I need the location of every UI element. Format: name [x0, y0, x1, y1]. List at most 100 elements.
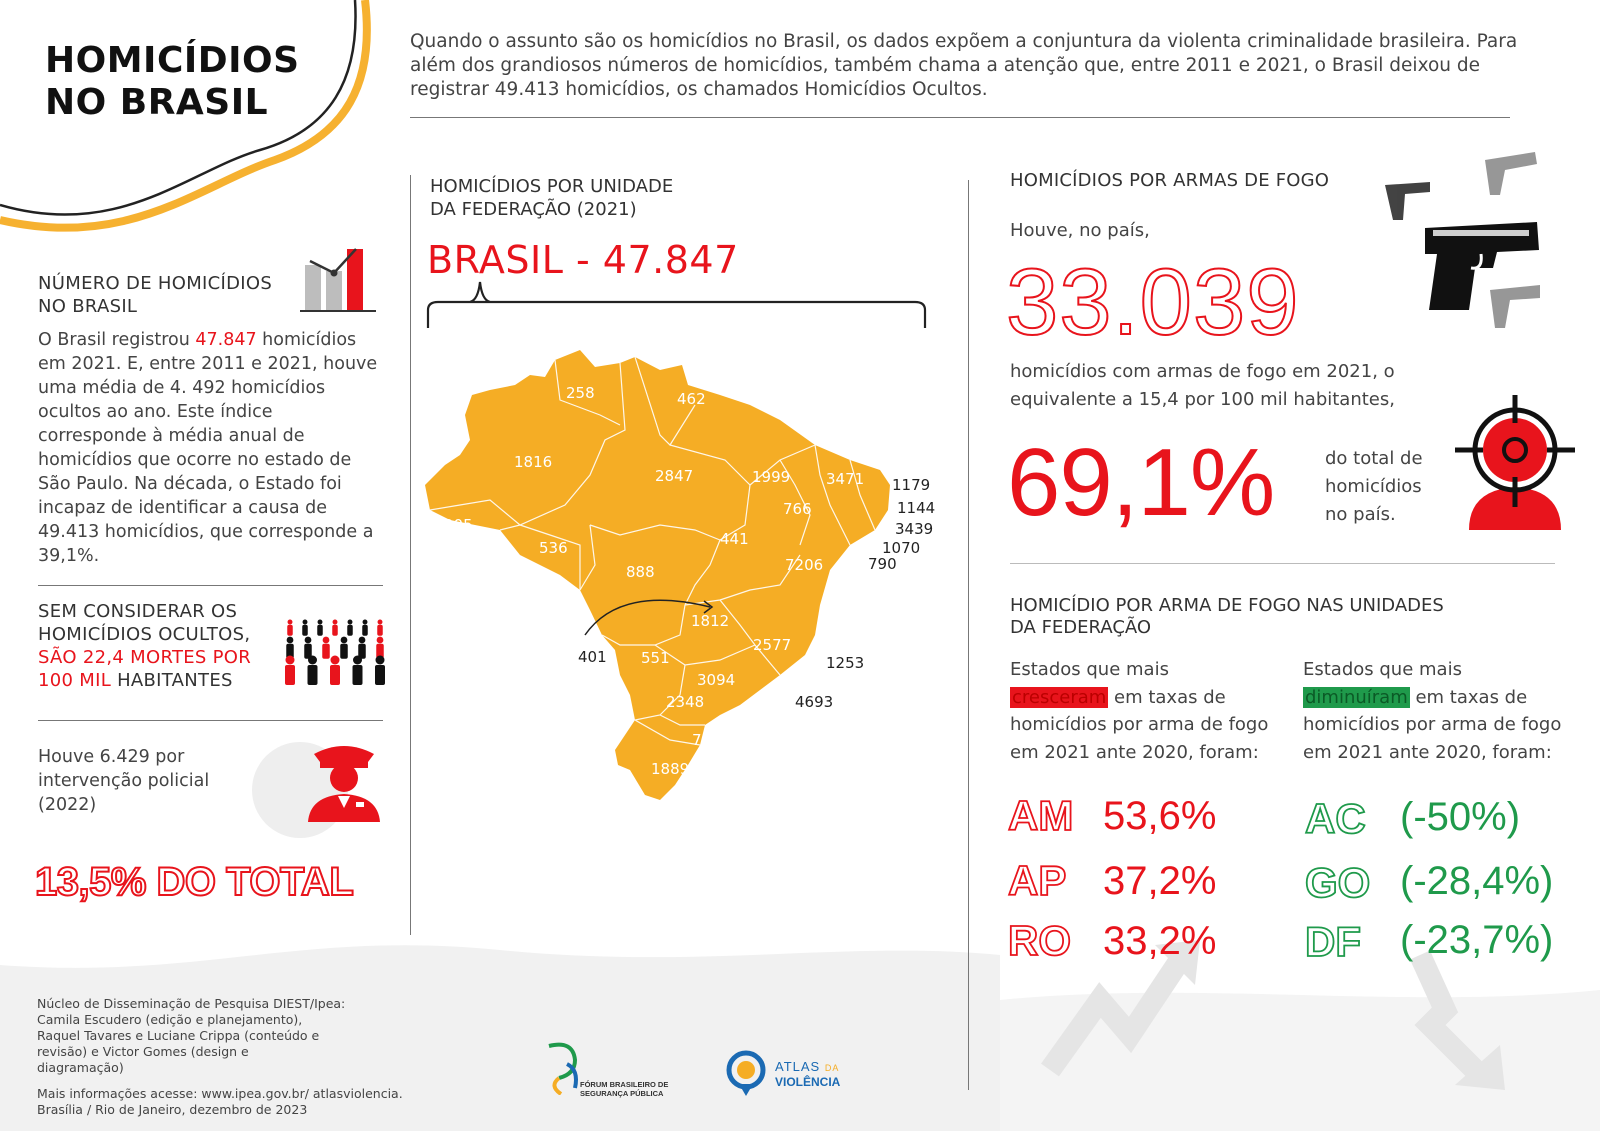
uf-firearms-title: HOMICÍDIO POR ARMA DE FOGO NAS UNIDADES … [1010, 595, 1444, 639]
decrease-value: (-23,7%) [1400, 918, 1554, 962]
person-figure [332, 619, 338, 636]
firearms-percentage-desc: do total de homicídios no país. [1325, 445, 1423, 529]
decrease-code: GO [1304, 858, 1371, 907]
person-figure [376, 636, 384, 659]
trend-up-arrow-icon [1041, 940, 1200, 1077]
person-figure [352, 655, 363, 685]
person-figure [317, 619, 323, 636]
vertical-divider-left [410, 175, 411, 935]
map-value-ro: 536 [539, 539, 568, 557]
logo-text-line: SEGURANÇA PÚBLICA [580, 1089, 664, 1098]
decrease-intro: Estados que mais diminuíram em taxas de … [1303, 656, 1573, 766]
text-part: homicídios em 2021. E, entre 2011 e 2021… [38, 330, 378, 566]
intro-rest: em taxas de homicídios por arma de fogo … [1303, 686, 1562, 763]
increase-code: AP [1007, 856, 1067, 905]
firearms-percentage: 69,1% [1007, 429, 1275, 536]
credits: Núcleo de Disseminação de Pesquisa DIEST… [37, 996, 417, 1118]
rate-line: HABITANTES [111, 670, 233, 691]
atlas-logo-mark [726, 1050, 766, 1096]
police-officer-icon [308, 746, 380, 822]
increase-code: AM [1007, 791, 1074, 840]
target-person-icon [1455, 395, 1575, 530]
map-value-rj: 4693 [795, 693, 834, 711]
more-info-link: Mais informações acesse: www.ipea.gov.br… [37, 1086, 403, 1101]
decrease-code: AC [1304, 794, 1366, 843]
person-figure [287, 619, 293, 636]
person-figure [286, 636, 294, 659]
label-line: NO BRASIL [38, 296, 138, 317]
map-value-rn: 1179 [892, 476, 931, 494]
uf-title-line: DA FEDERAÇÃO [1010, 617, 1152, 638]
person-figure [347, 619, 353, 636]
credits-line: Núcleo de Disseminação de Pesquisa DIEST… [37, 996, 346, 1011]
intro-paragraph: Quando o assunto são os homicídios no Br… [410, 31, 1518, 100]
person-figure [375, 655, 385, 685]
left-divider-2 [38, 720, 383, 721]
vertical-divider-right [968, 180, 969, 1090]
decrease-code: DF [1304, 917, 1362, 966]
person-figure [340, 636, 348, 659]
rate-line: SEM CONSIDERAR OS [38, 601, 238, 622]
firearms-total: 33.039 [1005, 248, 1300, 355]
place-date: Brasília / Rio de Janeiro, dezembro de 2… [37, 1102, 308, 1117]
increase-value: 53,6% [1103, 794, 1217, 838]
title-line-2: NO BRASIL [45, 82, 269, 123]
rate-line-red: 100 MIL [38, 670, 112, 691]
highlight-number: 47.847 [195, 330, 257, 350]
map-value-rr: 258 [566, 384, 595, 402]
atlas-da-word: DA [824, 1063, 840, 1073]
pct-desc-line: homicídios [1325, 476, 1422, 497]
map-value-ce: 3471 [826, 470, 865, 488]
page-title: HOMICÍDIOS NO BRASIL [45, 40, 300, 124]
increase-intro: Estados que mais cresceram em taxas de h… [1010, 656, 1280, 766]
decrease-value: (-28,4%) [1400, 859, 1554, 903]
section-number-text: O Brasil registrou 47.847 homicídios em … [38, 328, 378, 568]
increase-code: RO [1007, 916, 1072, 965]
decrease-value: (-50%) [1400, 795, 1521, 839]
person-figure [322, 636, 330, 659]
person-figure [377, 619, 383, 636]
uf-title-line: HOMICÍDIO POR ARMA DE FOGO NAS UNIDADES [1010, 595, 1444, 616]
map-value-mg: 2577 [753, 636, 792, 654]
map-value-al: 1070 [882, 539, 921, 557]
map-value-ms: 551 [641, 649, 670, 667]
trend-down-arrow-icon [1410, 950, 1505, 1090]
map-value-pb: 1144 [897, 499, 936, 517]
police-percentage: 13,5% DO TOTAL [34, 859, 355, 905]
handgun-icon [1385, 152, 1540, 328]
title-line-1: HOMICÍDIOS [45, 40, 300, 81]
brazil-map [425, 350, 890, 800]
map-value-sp: 3094 [697, 671, 736, 689]
map-title-line: DA FEDERAÇÃO (2021) [430, 199, 637, 220]
map-value-se: 790 [868, 555, 897, 573]
text-part: O Brasil registrou [38, 330, 196, 350]
map-value-mt: 888 [626, 563, 655, 581]
firearms-description: homicídios com armas de fogo em 2021, o … [1010, 361, 1395, 410]
map-value-rs: 1889 [651, 760, 690, 778]
left-divider-1 [38, 585, 383, 586]
section-number-label: NÚMERO DE HOMICÍDIOS NO BRASIL [38, 272, 272, 318]
person-figure [302, 619, 308, 636]
firearms-intro: Houve, no país, [1010, 220, 1150, 241]
highlight-increased: cresceram [1010, 686, 1109, 708]
forum-logo-text: FÓRUM BRASILEIRO DE SEGURANÇA PÚBLICA [580, 1080, 668, 1098]
person-figure [330, 655, 340, 685]
map-value-ba: 7206 [785, 556, 824, 574]
highlight-decreased: diminuíram [1303, 686, 1410, 708]
atlas-violencia-word: VIOLÊNCIA [775, 1075, 841, 1089]
intro-line: Estados que mais [1303, 659, 1462, 680]
map-title-line: HOMICÍDIOS POR UNIDADE [430, 176, 674, 197]
intro-line: Estados que mais [1010, 659, 1169, 680]
map-value-ap: 462 [677, 390, 706, 408]
map-value-pe: 3439 [895, 520, 934, 538]
map-value-ac: 205 [444, 516, 473, 534]
map-value-df: 401 [578, 648, 607, 666]
brasil-total: BRASIL - 47.847 [427, 238, 739, 282]
person-figure [307, 655, 318, 685]
credits-line: Camila Escudero (edição e planejamento),… [37, 1012, 320, 1075]
brace [426, 281, 927, 328]
map-value-pa: 2847 [655, 467, 694, 485]
atlas-word: ATLAS [775, 1059, 821, 1074]
map-value-sc: 712 [692, 731, 721, 749]
map-value-go: 1812 [691, 612, 730, 630]
